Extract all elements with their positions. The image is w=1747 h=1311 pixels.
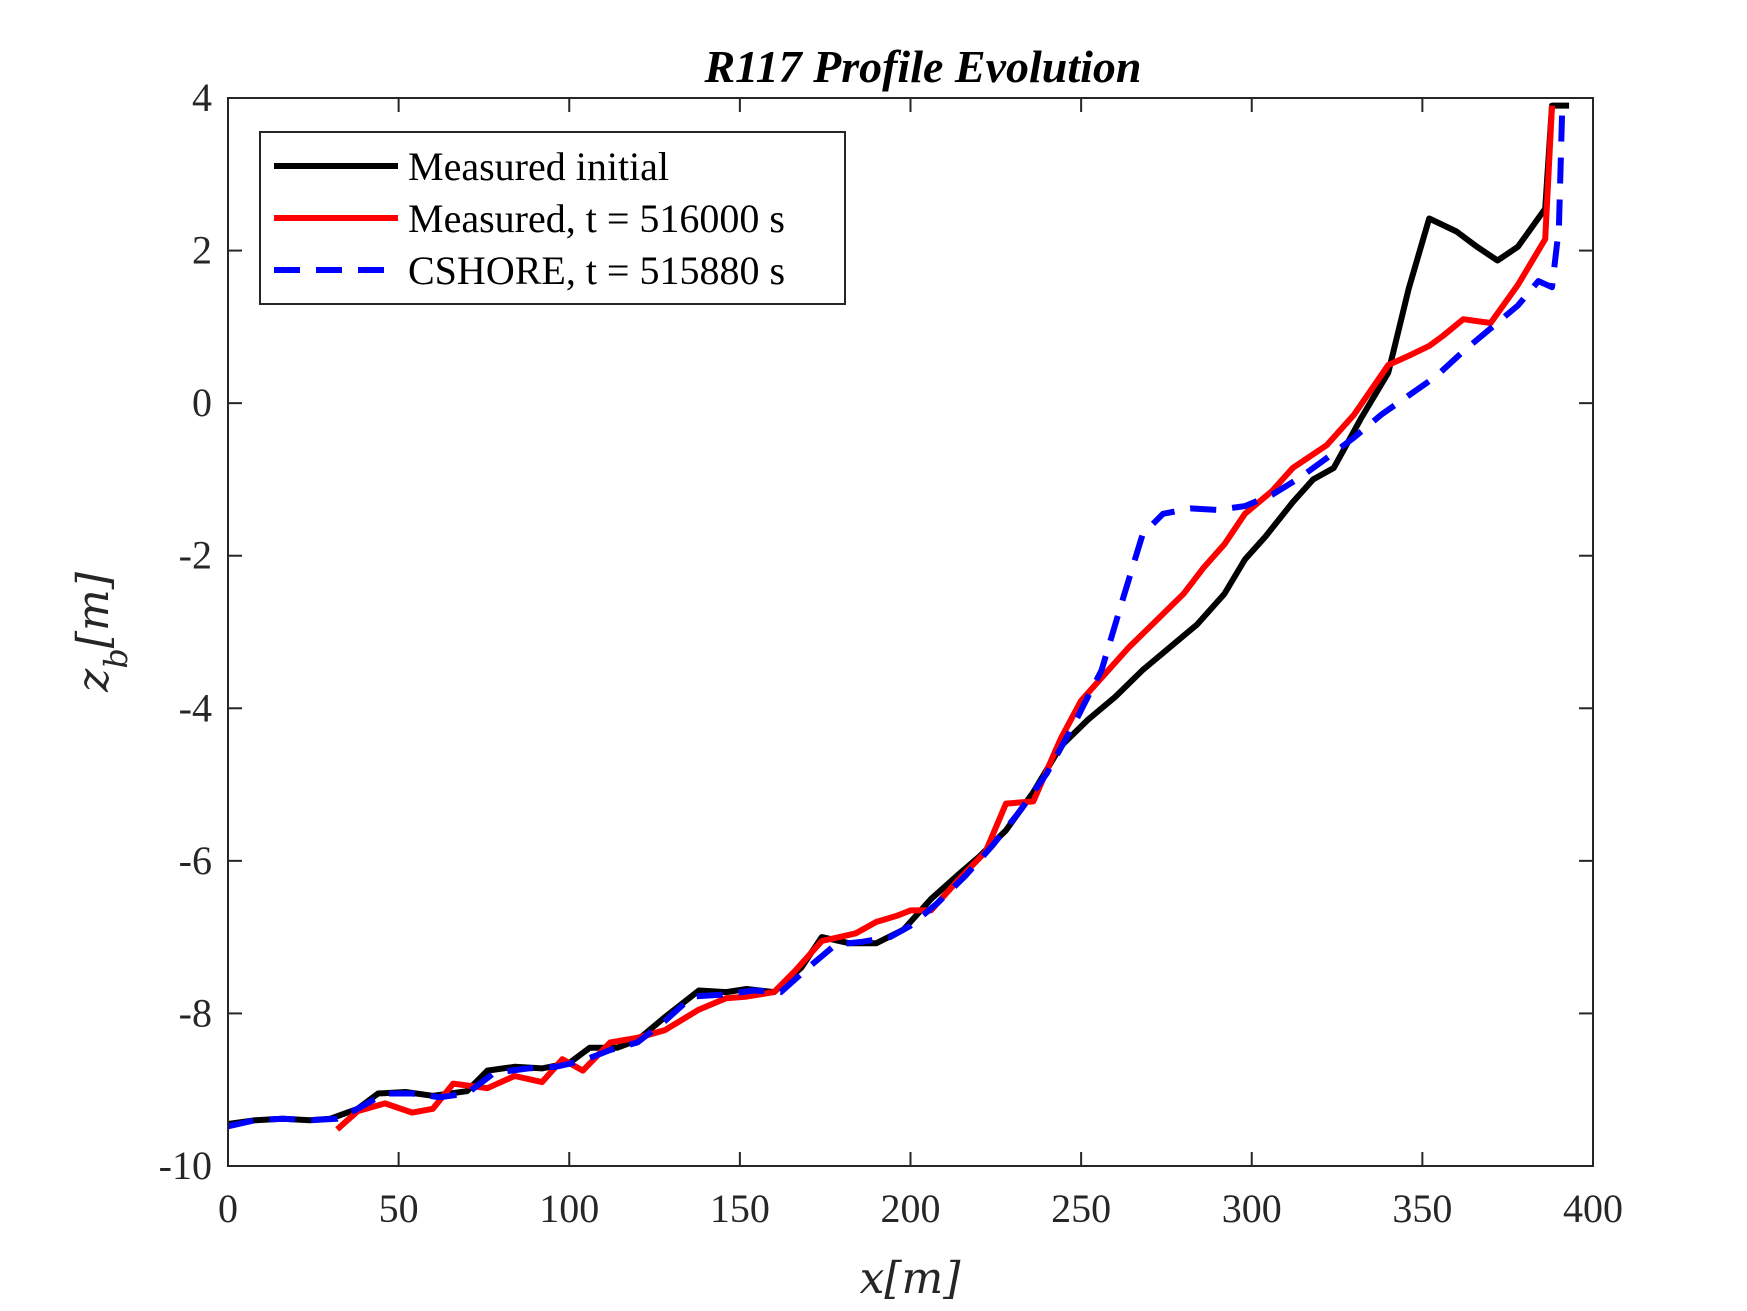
legend-label-1: Measured initial	[408, 144, 669, 189]
y-tick-label: -10	[159, 1143, 212, 1188]
x-tick-label: 150	[710, 1186, 770, 1231]
x-tick-label: 0	[218, 1186, 238, 1231]
y-tick-label: 0	[192, 380, 212, 425]
x-tick-label: 50	[379, 1186, 419, 1231]
plot-lines	[227, 102, 1570, 1132]
legend-label-3: CSHORE, t = 515880 s	[408, 248, 785, 293]
chart-title: R117 Profile Evolution	[703, 41, 1141, 92]
y-tick-label: -6	[179, 838, 212, 883]
x-tick-label: 250	[1051, 1186, 1111, 1231]
x-tick-label: 350	[1392, 1186, 1452, 1231]
series-line-3	[227, 105, 1566, 1130]
x-tick-label: 400	[1563, 1186, 1623, 1231]
x-axis-label: x[m]	[860, 1253, 962, 1304]
y-axis-label: zb[m]	[68, 571, 135, 693]
x-tick-label: 300	[1222, 1186, 1282, 1231]
x-tick-label: 100	[539, 1186, 599, 1231]
legend: Measured initial Measured, t = 516000 s CS…	[259, 131, 846, 305]
y-tick-label: -2	[179, 533, 212, 578]
x-tick-label: 200	[881, 1186, 941, 1231]
y-tick-label: 2	[192, 228, 212, 273]
axis-ticks: 0 50 100 150 200 250 300 350 400 -10 -8 -6 -4 -2 0 2 4	[159, 75, 1623, 1231]
series-line-1	[227, 102, 1570, 1127]
legend-label-2: Measured, t = 516000 s	[408, 196, 785, 241]
y-tick-label: -8	[179, 990, 212, 1035]
y-tick-label: 4	[192, 75, 212, 120]
y-tick-label: -4	[179, 685, 212, 730]
